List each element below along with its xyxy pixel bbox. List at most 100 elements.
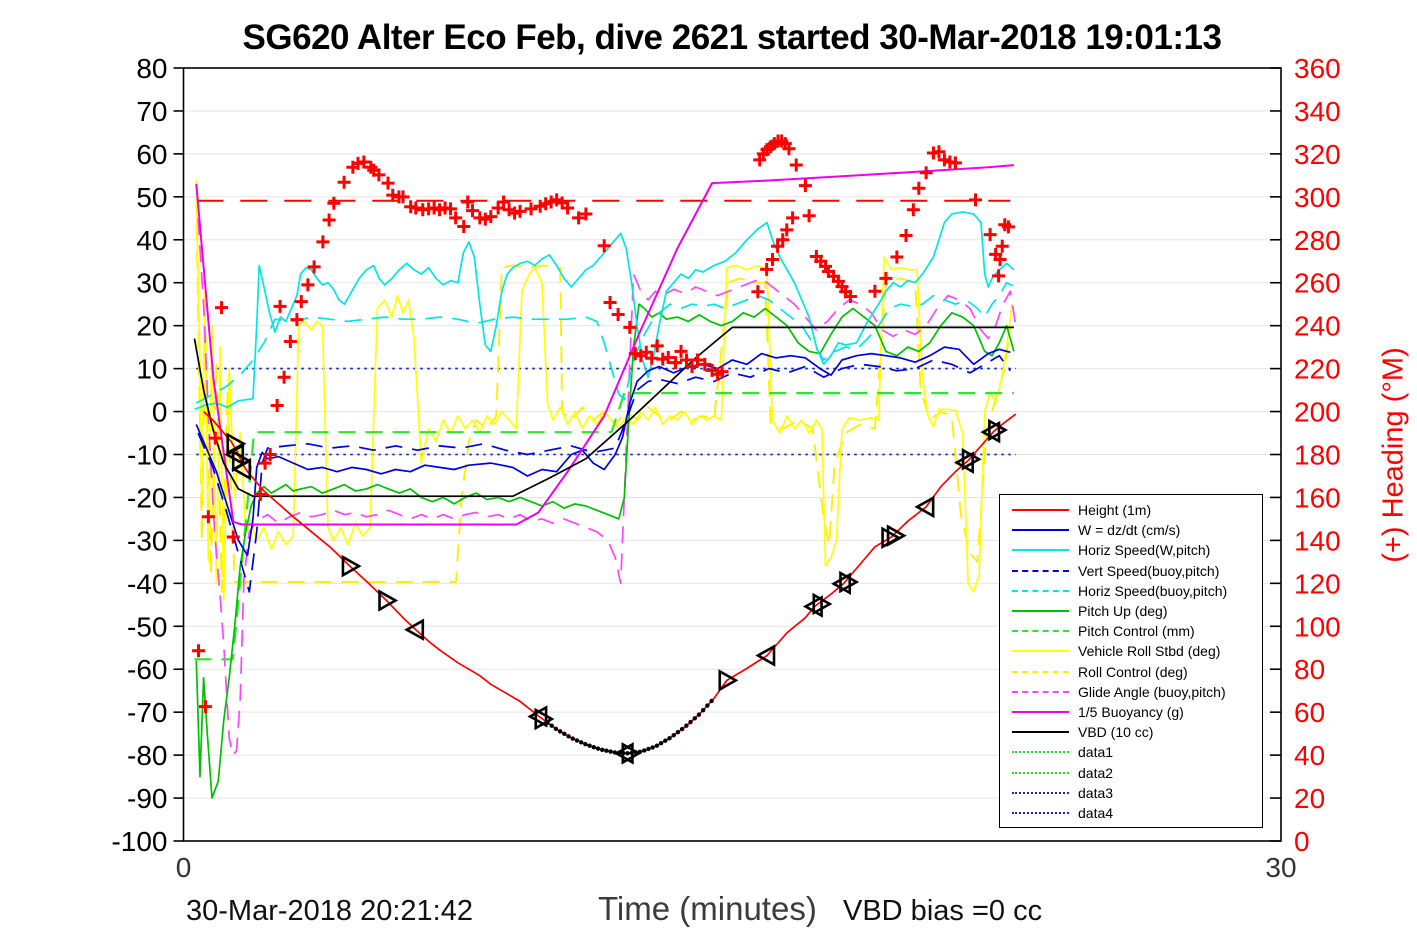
legend-entry-data2: data2 (1000, 762, 1262, 782)
heading-plus-marker (780, 223, 794, 237)
heading-plus-marker (226, 530, 240, 544)
heading-plus-marker (461, 195, 475, 209)
tick-label: 70 (136, 96, 167, 127)
series-roll (195, 179, 1013, 602)
legend: Height (1m) W = dz/dt (cm/s) Horiz Speed(W… (999, 494, 1263, 828)
heading-plus-marker (396, 190, 410, 204)
legend-entry-label: Glide Angle (buoy,pitch) (1078, 683, 1226, 700)
legend-entry-label: VBD (10 cc) (1078, 724, 1154, 741)
tick-label: -50 (127, 611, 167, 642)
apogee-dot (595, 746, 601, 751)
apogee-dot (578, 740, 584, 745)
heading-plus-marker (294, 295, 308, 309)
tick-label: 240 (1294, 311, 1341, 342)
series-roll_control (195, 196, 1012, 593)
legend-entry-roll: Vehicle Roll Stbd (deg) (1000, 641, 1262, 661)
tick-label: -90 (127, 783, 167, 814)
heading-plus-marker (843, 289, 857, 303)
heading-plus-marker (253, 487, 267, 501)
heading-plus-marker (912, 181, 926, 195)
legend-entry-label: Pitch Control (mm) (1078, 623, 1195, 640)
legend-entry-height: Height (1m) (1000, 500, 1262, 520)
heading-plus-marker (661, 350, 675, 364)
heading-plus-marker (969, 193, 983, 207)
tick-label: -70 (127, 697, 167, 728)
apogee-dot (553, 726, 559, 732)
heading-plus-marker (215, 301, 229, 315)
climb-start-datetime: 30-Mar-2018 20:21:42 (186, 895, 473, 927)
heading-plus-marker (776, 233, 790, 247)
apogee-dot (688, 719, 693, 725)
apogee-dot (646, 746, 651, 752)
heading-plus-marker (198, 700, 212, 714)
apogee-dot (696, 712, 702, 717)
heading-plus-marker (645, 351, 659, 365)
legend-line-sample (1012, 670, 1069, 673)
tick-label: 0 (1294, 826, 1310, 857)
apogee-dot (705, 703, 710, 708)
heading-plus-marker (579, 207, 593, 221)
heading-plus-marker (993, 253, 1007, 267)
tick-label: 160 (1294, 482, 1341, 513)
heading-plus-marker (786, 211, 800, 225)
heading-plus-marker (357, 155, 371, 169)
heading-plus-marker (316, 235, 330, 249)
apogee-dot (608, 749, 613, 754)
heading-plus-marker (386, 188, 400, 202)
legend-line-sample (1012, 771, 1069, 774)
legend-line-sample (1012, 630, 1069, 633)
tick-label: 320 (1294, 139, 1341, 170)
apogee-dot (700, 707, 706, 713)
glider-event-marker (378, 589, 399, 612)
apogee-dot (562, 731, 567, 737)
tick-label: 60 (1294, 697, 1325, 728)
apogee-dot (679, 726, 685, 732)
legend-line-sample (1012, 549, 1069, 552)
heading-plus-marker (983, 228, 997, 242)
heading-plus-marker (650, 339, 664, 353)
tick-label: 60 (136, 139, 167, 170)
legend-entry-label: Height (1m) (1078, 502, 1152, 519)
tick-label: 280 (1294, 225, 1341, 256)
legend-entry-label: data3 (1078, 784, 1114, 801)
legend-line-sample (1012, 751, 1069, 754)
tick-label: 180 (1294, 440, 1341, 471)
tick-label: 30 (1265, 852, 1296, 883)
heading-plus-marker (497, 195, 511, 209)
heading-plus-marker (890, 250, 904, 264)
apogee-dot (692, 716, 697, 721)
glider-event-marker (718, 669, 739, 692)
vbd-bias-note: VBD bias =0 cc (843, 895, 1043, 927)
series-horiz_w (194, 211, 1015, 411)
legend-entry-pitch_control: Pitch Control (mm) (1000, 621, 1262, 641)
apogee-dot (604, 748, 609, 753)
legend-entry-label: data2 (1078, 764, 1114, 781)
heading-plus-marker (879, 271, 893, 285)
apogee-dot (667, 736, 672, 741)
glider-event-marker (839, 570, 860, 594)
apogee-dot (591, 744, 596, 750)
tick-label: 340 (1294, 96, 1341, 127)
tick-label: 50 (136, 182, 167, 213)
heading-plus-marker (484, 210, 498, 224)
heading-plus-marker (381, 176, 395, 190)
apogee-dot (570, 736, 575, 741)
legend-entry-data3: data3 (1000, 783, 1262, 803)
tick-label: -30 (127, 525, 167, 556)
heading-plus-marker (1001, 220, 1015, 234)
heading-plus-marker (623, 320, 637, 334)
heading-plus-marker (992, 269, 1006, 283)
apogee-dot (549, 723, 554, 728)
heading-plus-marker (669, 356, 683, 370)
heading-plus-marker (307, 260, 321, 274)
apogee-dot (642, 748, 647, 753)
legend-entry-horiz_buoy: Horiz Speed(buoy,pitch) (1000, 581, 1262, 601)
legend-line-sample (1012, 811, 1069, 814)
tick-label: 120 (1294, 568, 1341, 599)
heading-plus-marker (603, 295, 617, 309)
apogee-dot (599, 747, 605, 753)
heading-plus-marker (208, 431, 222, 445)
legend-entry-vbd: VBD (10 cc) (1000, 722, 1262, 742)
series-glide (197, 218, 1017, 756)
apogee-dot (671, 733, 676, 738)
